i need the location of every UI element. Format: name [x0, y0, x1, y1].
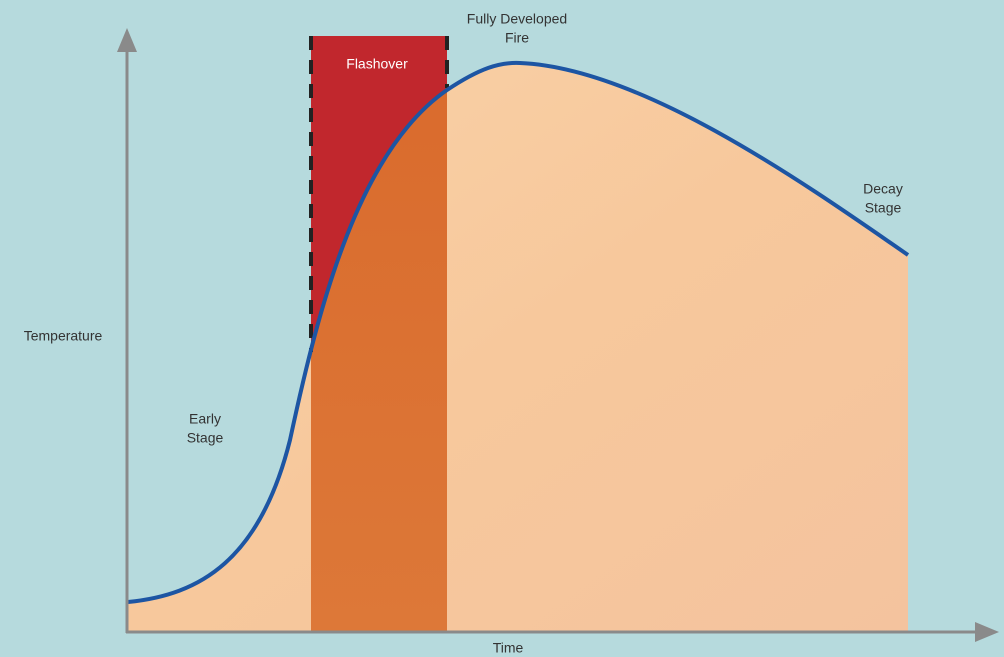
- stage-label: Decay: [863, 181, 903, 197]
- x-axis-label: Time: [493, 640, 524, 656]
- stage-label: Fully Developed: [467, 11, 567, 27]
- page: Temperature Time Early Stage Flashover F…: [0, 0, 1004, 657]
- y-axis-label: Temperature: [24, 328, 103, 344]
- fire-development-diagram: Temperature Time Early Stage Flashover F…: [0, 0, 1004, 657]
- stage-label: Stage: [865, 200, 902, 216]
- stage-label: Stage: [187, 430, 224, 446]
- stage-label: Flashover: [346, 56, 408, 72]
- stage-label: Early: [189, 411, 221, 427]
- stage-label: Fire: [505, 30, 529, 46]
